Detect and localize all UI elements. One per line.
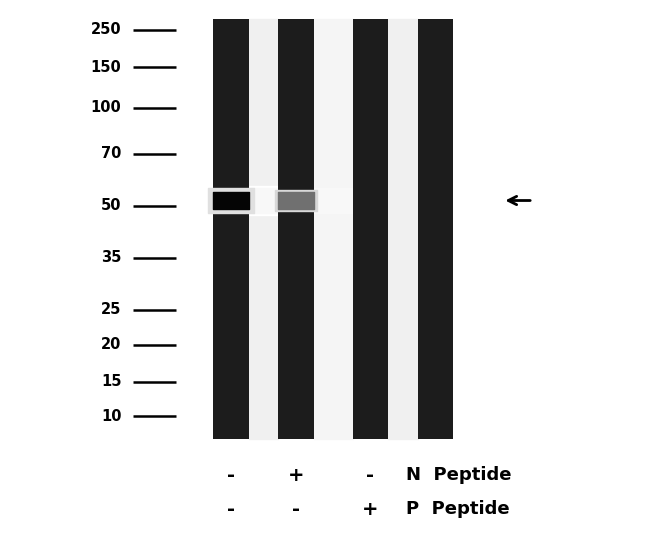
Text: 20: 20 bbox=[101, 337, 122, 353]
Bar bbox=[213, 19, 248, 439]
Text: -: - bbox=[292, 500, 300, 519]
Text: 100: 100 bbox=[91, 100, 122, 115]
Text: +: + bbox=[287, 466, 304, 485]
Text: 10: 10 bbox=[101, 409, 122, 424]
Text: -: - bbox=[367, 466, 374, 485]
Bar bbox=[278, 19, 313, 439]
Text: -: - bbox=[227, 466, 235, 485]
Text: 70: 70 bbox=[101, 146, 122, 161]
Bar bbox=[213, 19, 248, 439]
Text: 150: 150 bbox=[91, 60, 122, 75]
Bar bbox=[418, 19, 454, 439]
Bar bbox=[418, 19, 454, 439]
Text: 50: 50 bbox=[101, 198, 122, 213]
Text: 250: 250 bbox=[91, 22, 122, 37]
Bar bbox=[352, 19, 389, 439]
Text: 35: 35 bbox=[101, 250, 122, 265]
Text: +: + bbox=[362, 500, 379, 519]
Text: N  Peptide: N Peptide bbox=[406, 466, 512, 485]
Bar bbox=[352, 19, 389, 439]
Text: P  Peptide: P Peptide bbox=[406, 500, 510, 519]
Text: 15: 15 bbox=[101, 374, 122, 389]
Text: -: - bbox=[227, 500, 235, 519]
Text: 25: 25 bbox=[101, 302, 122, 317]
Bar bbox=[278, 19, 313, 439]
